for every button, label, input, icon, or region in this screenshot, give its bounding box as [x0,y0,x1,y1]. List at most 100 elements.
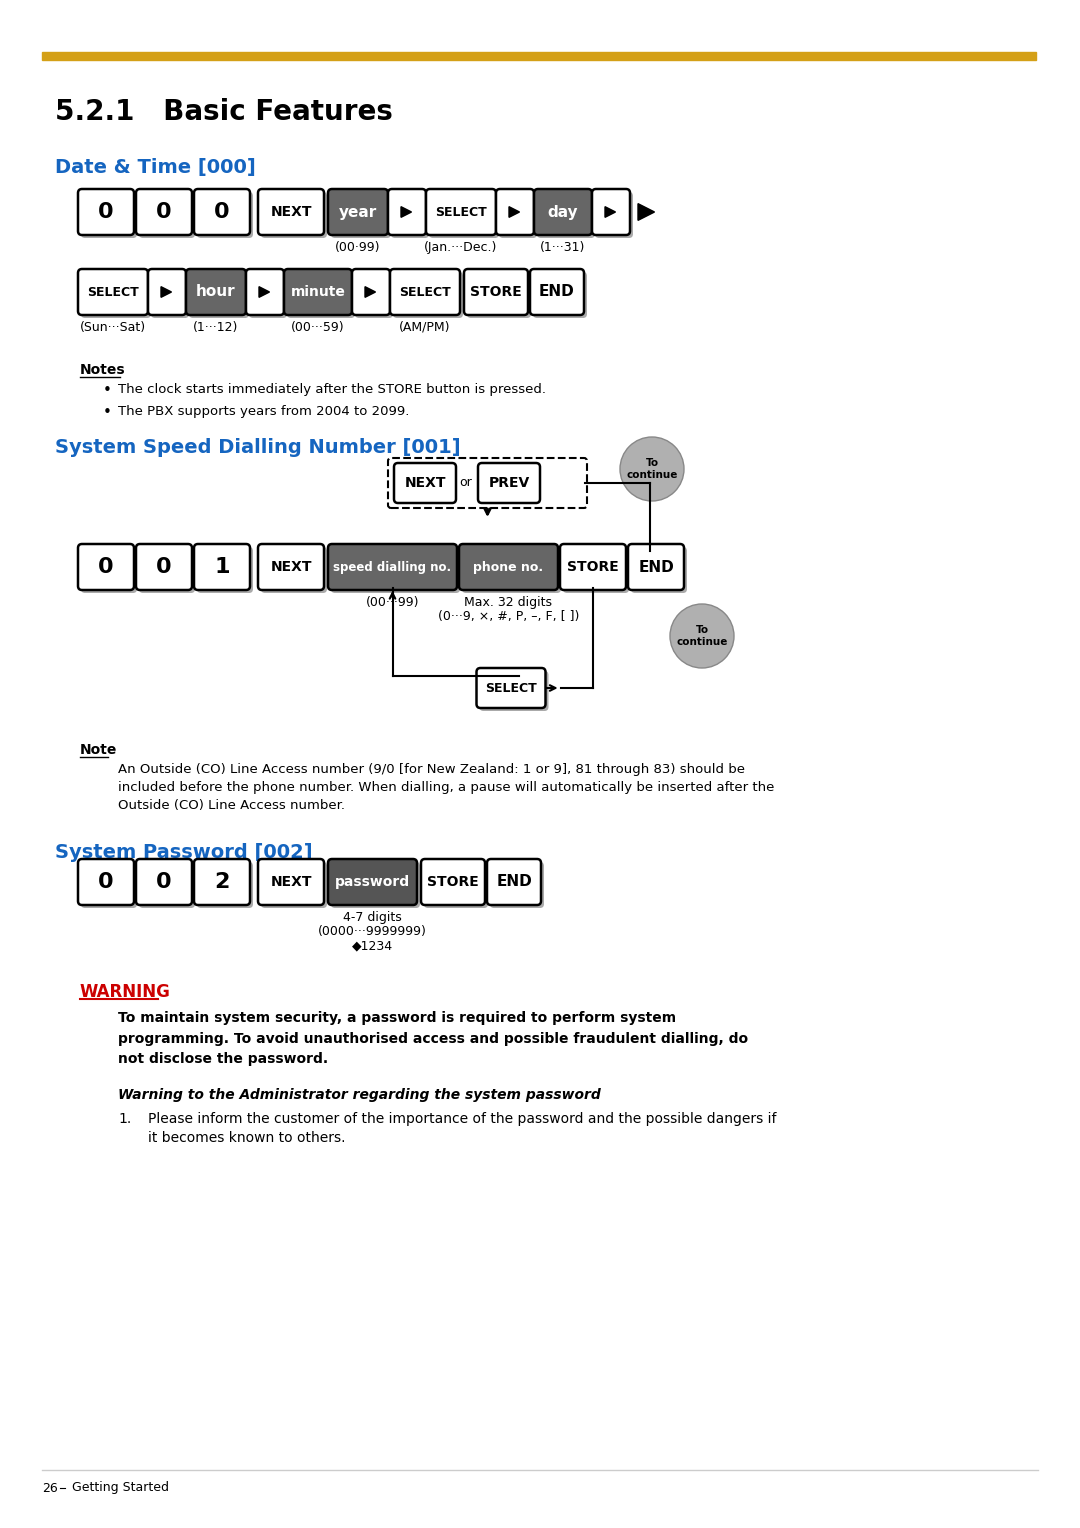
FancyBboxPatch shape [534,189,592,235]
Text: Getting Started: Getting Started [72,1482,168,1494]
Text: The clock starts immediately after the STORE button is pressed.: The clock starts immediately after the S… [118,384,546,396]
Text: The PBX supports years from 2004 to 2099.: The PBX supports years from 2004 to 2099… [118,405,409,419]
FancyBboxPatch shape [186,269,246,315]
FancyBboxPatch shape [328,544,457,590]
FancyBboxPatch shape [81,272,151,318]
FancyBboxPatch shape [194,544,249,590]
Text: 0: 0 [214,202,230,222]
FancyBboxPatch shape [478,463,540,503]
Text: 5.2.1   Basic Features: 5.2.1 Basic Features [55,98,393,125]
FancyBboxPatch shape [261,547,327,593]
FancyBboxPatch shape [496,189,534,235]
FancyBboxPatch shape [421,859,485,905]
Text: END: END [496,874,531,889]
Text: SELECT: SELECT [400,286,450,298]
Text: (00·99): (00·99) [335,241,381,254]
FancyBboxPatch shape [499,193,537,238]
FancyBboxPatch shape [78,859,134,905]
Text: (0000···9999999): (0000···9999999) [319,924,427,938]
Text: PREV: PREV [488,477,529,490]
FancyBboxPatch shape [487,859,541,905]
Text: or: or [460,477,472,489]
Polygon shape [509,206,519,217]
FancyBboxPatch shape [197,862,253,908]
FancyBboxPatch shape [627,544,684,590]
FancyBboxPatch shape [595,193,633,238]
FancyBboxPatch shape [194,189,249,235]
Text: STORE: STORE [470,286,522,299]
Text: Max. 32 digits: Max. 32 digits [464,596,553,610]
FancyBboxPatch shape [476,668,545,707]
FancyBboxPatch shape [631,547,687,593]
Text: NEXT: NEXT [404,477,446,490]
Text: SELECT: SELECT [435,205,487,219]
FancyBboxPatch shape [490,862,544,908]
Text: 0: 0 [157,872,172,892]
Text: •: • [103,405,112,420]
FancyBboxPatch shape [148,269,186,315]
Text: NEXT: NEXT [270,876,312,889]
FancyBboxPatch shape [328,859,417,905]
FancyBboxPatch shape [139,547,195,593]
FancyBboxPatch shape [561,544,626,590]
FancyBboxPatch shape [467,272,531,318]
FancyBboxPatch shape [194,859,249,905]
Text: SELECT: SELECT [87,286,139,298]
FancyBboxPatch shape [424,862,488,908]
FancyBboxPatch shape [388,458,588,507]
Text: (00···99): (00···99) [366,596,419,610]
Text: day: day [548,205,578,220]
FancyBboxPatch shape [81,862,137,908]
Text: 1.: 1. [118,1112,132,1126]
Text: 4-7 digits: 4-7 digits [343,911,402,924]
Text: (0···9, ×, #, P, –, F, [ ]): (0···9, ×, #, P, –, F, [ ]) [437,610,579,623]
FancyBboxPatch shape [197,193,253,238]
Text: 0: 0 [98,872,113,892]
Polygon shape [605,206,616,217]
Text: phone no.: phone no. [473,561,543,573]
Bar [42,52,1036,60]
FancyBboxPatch shape [563,547,629,593]
Text: 26: 26 [42,1482,57,1494]
Text: password: password [335,876,410,889]
FancyBboxPatch shape [462,547,561,593]
Text: speed dialling no.: speed dialling no. [334,561,451,573]
Text: 0: 0 [98,558,113,578]
FancyBboxPatch shape [429,193,499,238]
FancyBboxPatch shape [426,189,496,235]
FancyBboxPatch shape [284,269,352,315]
FancyBboxPatch shape [78,269,148,315]
FancyBboxPatch shape [388,189,426,235]
Text: continue: continue [676,637,728,646]
Polygon shape [638,203,654,220]
Text: Outside (CO) Line Access number.: Outside (CO) Line Access number. [118,799,345,811]
FancyBboxPatch shape [397,466,459,506]
FancyBboxPatch shape [258,189,324,235]
FancyBboxPatch shape [136,544,192,590]
FancyBboxPatch shape [136,859,192,905]
Text: included before the phone number. When dialling, a pause will automatically be i: included before the phone number. When d… [118,781,774,795]
FancyBboxPatch shape [81,547,137,593]
Text: 0: 0 [157,202,172,222]
Polygon shape [259,287,270,298]
Text: year: year [339,205,377,220]
FancyBboxPatch shape [287,272,355,318]
Text: 0: 0 [98,202,113,222]
FancyBboxPatch shape [261,193,327,238]
FancyBboxPatch shape [330,547,460,593]
FancyBboxPatch shape [534,272,588,318]
Text: System Speed Dialling Number [001]: System Speed Dialling Number [001] [55,439,461,457]
Text: An Outside (CO) Line Access number (9/0 [for New Zealand: 1 or 9], 81 through 83: An Outside (CO) Line Access number (9/0 … [118,762,745,776]
Polygon shape [401,206,411,217]
FancyBboxPatch shape [81,193,137,238]
Text: Notes: Notes [80,364,125,377]
Polygon shape [365,287,376,298]
Text: (1···31): (1···31) [540,241,585,254]
FancyBboxPatch shape [390,269,460,315]
Text: To: To [696,625,708,636]
Text: Please inform the customer of the importance of the password and the possible da: Please inform the customer of the import… [148,1112,777,1146]
Text: System Password [002]: System Password [002] [55,843,312,862]
Text: Note: Note [80,743,118,756]
Text: (Jan.···Dec.): (Jan.···Dec.) [424,241,498,254]
Text: NEXT: NEXT [270,559,312,575]
